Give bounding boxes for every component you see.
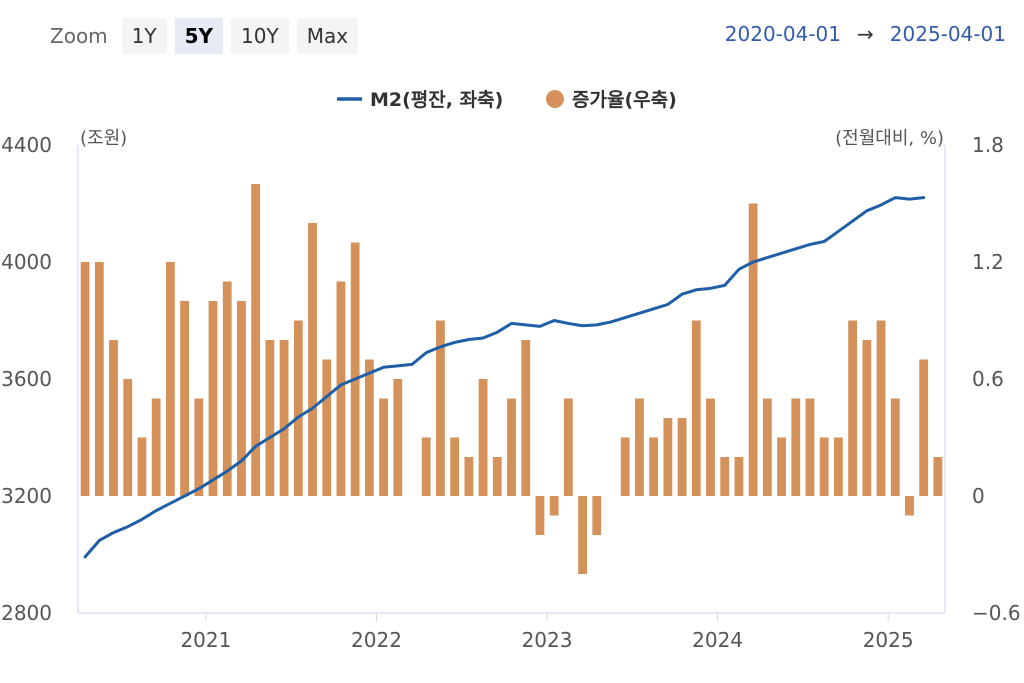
- bar-56: [876, 320, 886, 496]
- x-tick-label: 2021: [180, 628, 231, 652]
- legend-line-label: M2(평잔, 좌축): [370, 89, 503, 111]
- bar-58: [905, 496, 914, 516]
- bar-10: [222, 281, 232, 496]
- bar-14: [279, 340, 289, 496]
- zoom-max-button[interactable]: Max: [296, 18, 359, 54]
- bar-4: [137, 437, 147, 496]
- bar-9: [208, 301, 218, 496]
- zoom-bar: Zoom 1Y 5Y 10Y Max: [50, 18, 359, 54]
- right-tick-label: 0: [972, 484, 985, 508]
- zoom-1y-button[interactable]: 1Y: [121, 18, 167, 54]
- x-tick-label: 2024: [692, 628, 743, 652]
- bar-55: [862, 340, 872, 496]
- bar-35: [578, 496, 587, 574]
- bar-2: [109, 340, 118, 496]
- bar-20: [364, 359, 374, 496]
- legend-bar-swatch: [546, 90, 564, 108]
- bar-34: [563, 398, 573, 496]
- bar-16: [308, 223, 317, 496]
- bar-44: [706, 398, 715, 496]
- bar-24: [421, 437, 431, 496]
- bar-42: [677, 418, 687, 496]
- zoom-label: Zoom: [50, 24, 108, 48]
- right-tick-label: 1.2: [972, 250, 1004, 274]
- right-axis-unit: (전월대비, %): [835, 128, 944, 149]
- range-to[interactable]: 2025-04-01: [889, 22, 1006, 46]
- right-tick-label: 1.8: [972, 133, 1004, 157]
- bar-7: [180, 301, 190, 496]
- bar-59: [919, 359, 929, 496]
- zoom-10y-button[interactable]: 10Y: [231, 18, 289, 54]
- bar-13: [265, 340, 275, 496]
- bar-48: [762, 398, 772, 496]
- bar-3: [123, 379, 133, 496]
- bar-33: [549, 496, 559, 516]
- bar-11: [237, 301, 246, 496]
- bar-18: [336, 281, 346, 496]
- bar-21: [379, 398, 388, 496]
- bar-22: [393, 379, 403, 496]
- left-tick-label: 2800: [1, 601, 52, 625]
- left-tick-label: 4400: [1, 133, 52, 157]
- bar-36: [592, 496, 602, 535]
- bar-28: [478, 379, 488, 496]
- bar-27: [464, 457, 474, 496]
- bar-46: [734, 457, 744, 496]
- bar-38: [620, 437, 630, 496]
- bar-0: [80, 262, 90, 496]
- m2-line: [83, 196, 926, 559]
- bar-31: [521, 340, 531, 496]
- left-axis-unit: (조원): [80, 128, 127, 149]
- bar-57: [890, 398, 900, 496]
- bar-45: [720, 457, 730, 496]
- bar-53: [833, 437, 843, 496]
- bar-1: [94, 262, 104, 496]
- bar-5: [151, 398, 161, 496]
- bar-29: [492, 457, 502, 496]
- x-tick-label: 2025: [863, 628, 914, 652]
- bar-8: [194, 398, 204, 496]
- bar-12: [251, 184, 261, 496]
- legend-bar-label: 증가율(우축): [572, 89, 677, 111]
- bar-41: [663, 418, 673, 496]
- left-tick-label: 4000: [1, 250, 52, 274]
- bar-50: [791, 398, 801, 496]
- right-tick-label: −0.6: [972, 601, 1021, 625]
- bar-47: [748, 203, 758, 496]
- zoom-5y-button[interactable]: 5Y: [174, 18, 224, 54]
- bar-17: [322, 359, 332, 496]
- bar-15: [293, 320, 303, 496]
- date-range: 2020-04-01 → 2025-04-01: [725, 22, 1006, 46]
- bar-6: [165, 262, 175, 496]
- bar-51: [805, 398, 815, 496]
- bar-52: [819, 437, 829, 496]
- left-tick-label: 3200: [1, 484, 52, 508]
- bar-39: [635, 398, 644, 496]
- range-arrow: →: [857, 22, 874, 46]
- bar-40: [649, 437, 659, 496]
- x-tick-label: 2023: [522, 628, 573, 652]
- bar-43: [691, 320, 701, 496]
- bar-49: [777, 437, 786, 496]
- bar-60: [933, 457, 943, 496]
- x-tick-label: 2022: [351, 628, 402, 652]
- bar-30: [507, 398, 516, 496]
- left-tick-label: 3600: [1, 367, 52, 391]
- bar-25: [436, 320, 445, 496]
- bar-19: [350, 242, 360, 496]
- bar-32: [535, 496, 545, 535]
- range-from[interactable]: 2020-04-01: [724, 22, 841, 46]
- bar-54: [848, 320, 858, 496]
- right-tick-label: 0.6: [972, 367, 1004, 391]
- bar-26: [450, 437, 460, 496]
